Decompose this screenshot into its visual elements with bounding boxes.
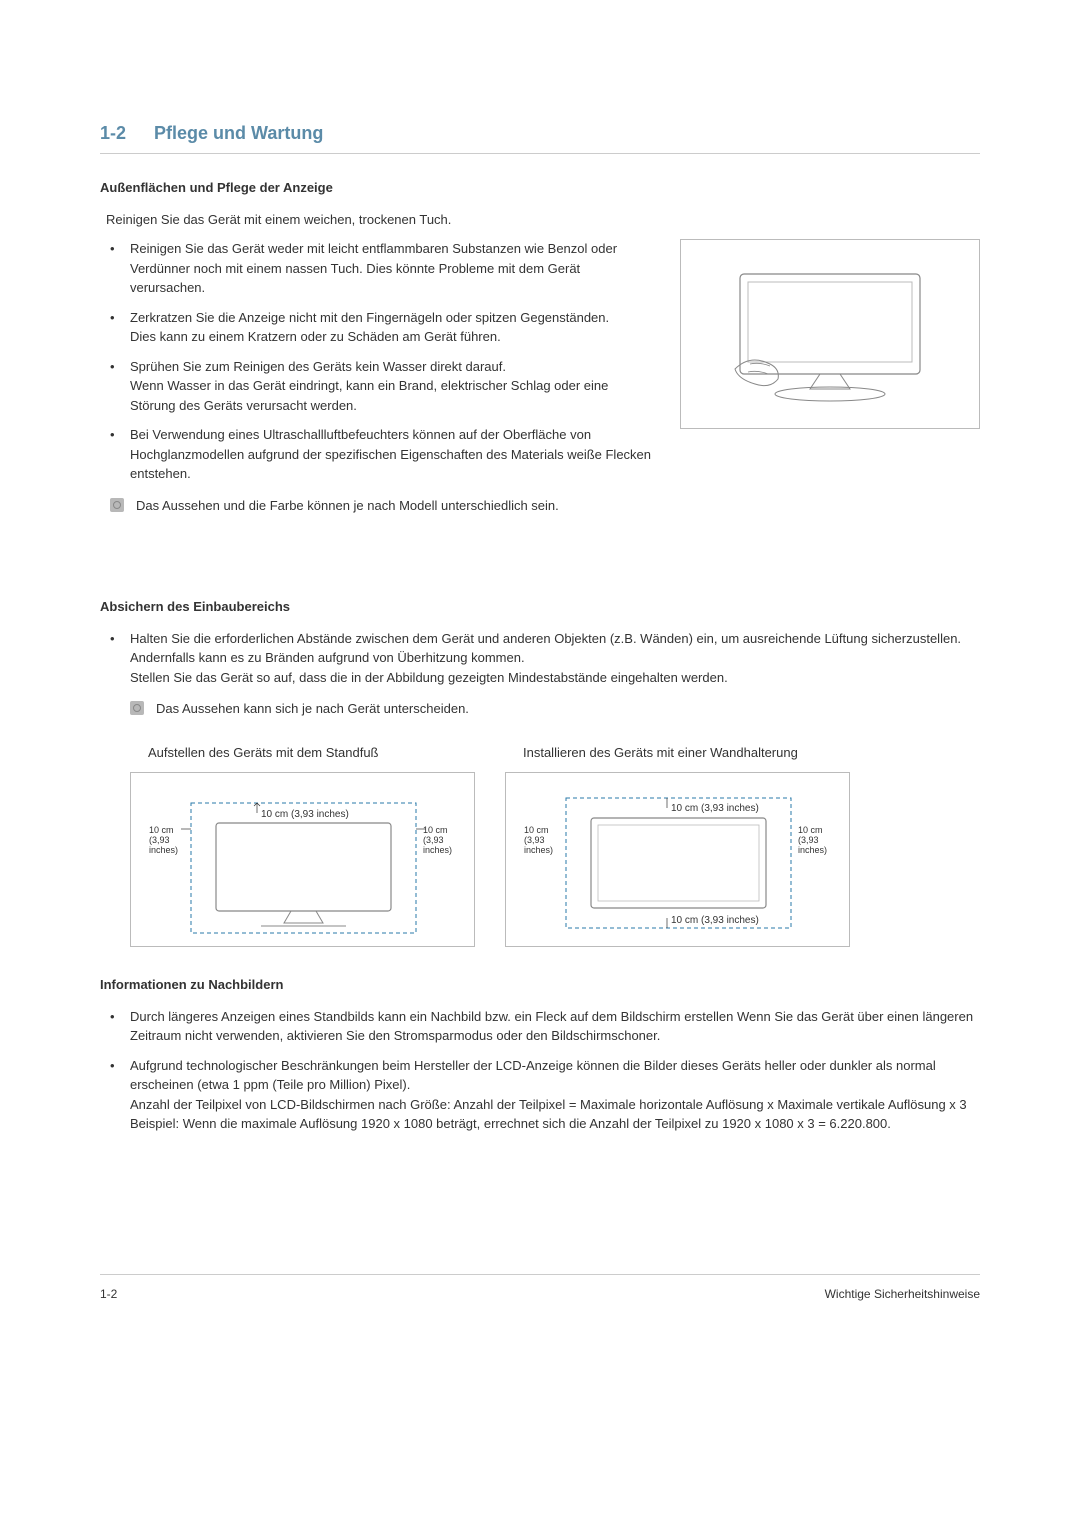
- bullet-item: Zerkratzen Sie die Anzeige nicht mit den…: [110, 308, 652, 347]
- note-icon: [130, 701, 144, 715]
- section3-bullets: Durch längeres Anzeigen eines Standbilds…: [100, 1007, 980, 1134]
- footer-left: 1-2: [100, 1285, 117, 1303]
- label-bottom: 10 cm (3,93 inches): [671, 915, 759, 926]
- note-text: Das Aussehen und die Farbe können je nac…: [136, 496, 652, 516]
- footer-right: Wichtige Sicherheitshinweise: [825, 1285, 980, 1303]
- monitor-cleaning-illustration: [680, 239, 980, 429]
- bullet-text: Reinigen Sie das Gerät weder mit leicht …: [130, 241, 617, 295]
- two-column-block: Reinigen Sie das Gerät weder mit leicht …: [100, 239, 980, 539]
- bullet-text: Sprühen Sie zum Reinigen des Geräts kein…: [130, 359, 608, 413]
- diagram-frame: 10 cm (3,93 inches) 10 cm (3,93 inches) …: [130, 772, 475, 947]
- page-footer: 1-2 Wichtige Sicherheitshinweise: [100, 1274, 980, 1303]
- label-top: 10 cm (3,93 inches): [261, 809, 349, 820]
- section-header: 1-2 Pflege und Wartung: [100, 120, 980, 154]
- diagram-frame: 10 cm (3,93 inches) 10 cm (3,93 inches) …: [505, 772, 850, 947]
- monitor-svg: [700, 254, 960, 414]
- label-top: 10 cm (3,93 inches): [671, 803, 759, 814]
- bullet-text: Halten Sie die erforderlichen Abstände z…: [130, 631, 961, 685]
- section-title: Pflege und Wartung: [154, 120, 323, 147]
- bullet-text: Zerkratzen Sie die Anzeige nicht mit den…: [130, 310, 609, 345]
- diagram-caption: Installieren des Geräts mit einer Wandha…: [505, 743, 850, 763]
- note-block: Das Aussehen kann sich je nach Gerät unt…: [120, 699, 980, 719]
- note-icon: [110, 498, 124, 512]
- section1-bullets: Reinigen Sie das Gerät weder mit leicht …: [100, 239, 652, 484]
- section2-bullets: Halten Sie die erforderlichen Abstände z…: [100, 629, 980, 688]
- page: 1-2 Pflege und Wartung Außenflächen und …: [0, 0, 1080, 1343]
- subheading-afterimage: Informationen zu Nachbildern: [100, 975, 980, 995]
- diagram-row: Aufstellen des Geräts mit dem Standfuß 1…: [130, 743, 980, 948]
- stand-diagram-svg: 10 cm (3,93 inches) 10 cm (3,93 inches) …: [131, 773, 476, 948]
- label-side-left: 10 cm (3,93 inches): [149, 825, 178, 855]
- diagram-wallmount: Installieren des Geräts mit einer Wandha…: [505, 743, 850, 948]
- bullet-item: Aufgrund technologischer Beschränkungen …: [110, 1056, 980, 1134]
- subheading-surface: Außenflächen und Pflege der Anzeige: [100, 178, 980, 198]
- bullet-text: Durch längeres Anzeigen eines Standbilds…: [130, 1009, 973, 1044]
- column-right: [680, 239, 980, 539]
- section1-intro: Reinigen Sie das Gerät mit einem weichen…: [106, 210, 980, 230]
- bullet-item: Bei Verwendung eines Ultraschallluftbefe…: [110, 425, 652, 484]
- label-side-right: 10 cm (3,93 inches): [798, 825, 827, 855]
- label-side-right: 10 cm (3,93 inches): [423, 825, 452, 855]
- bullet-text: Aufgrund technologischer Beschränkungen …: [130, 1058, 967, 1132]
- note-text: Das Aussehen kann sich je nach Gerät unt…: [156, 699, 980, 719]
- section-number: 1-2: [100, 120, 126, 147]
- bullet-item: Reinigen Sie das Gerät weder mit leicht …: [110, 239, 652, 298]
- column-left: Reinigen Sie das Gerät weder mit leicht …: [100, 239, 652, 539]
- wall-diagram-svg: 10 cm (3,93 inches) 10 cm (3,93 inches) …: [506, 773, 851, 948]
- diagram-stand: Aufstellen des Geräts mit dem Standfuß 1…: [130, 743, 475, 948]
- bullet-item: Halten Sie die erforderlichen Abstände z…: [110, 629, 980, 688]
- bullet-text: Bei Verwendung eines Ultraschallluftbefe…: [130, 427, 651, 481]
- note-block: Das Aussehen und die Farbe können je nac…: [100, 496, 652, 516]
- label-side-left: 10 cm (3,93 inches): [524, 825, 553, 855]
- bullet-item: Sprühen Sie zum Reinigen des Geräts kein…: [110, 357, 652, 416]
- bullet-item: Durch längeres Anzeigen eines Standbilds…: [110, 1007, 980, 1046]
- diagram-caption: Aufstellen des Geräts mit dem Standfuß: [130, 743, 475, 763]
- subheading-secure: Absichern des Einbaubereichs: [100, 597, 980, 617]
